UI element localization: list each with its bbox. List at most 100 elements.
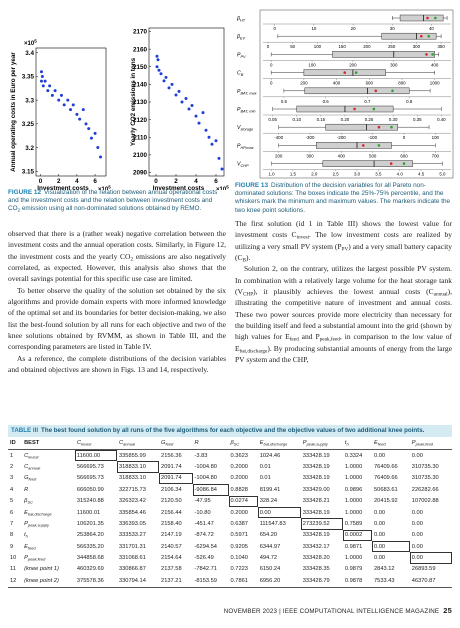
- table-cell: 0.1040: [230, 555, 248, 562]
- subscript: SC: [27, 499, 33, 505]
- table-cell: 333428.19: [302, 509, 330, 516]
- table-cell: 1.0000: [344, 498, 363, 505]
- table-cell: 333428.21: [302, 498, 330, 505]
- table-cell: 10: [10, 555, 17, 562]
- table-cell: 0.00: [411, 532, 423, 539]
- x-tick-label: 0: [270, 81, 273, 86]
- table-cell: 0.9879: [344, 566, 363, 573]
- table-cell: 2158.40: [161, 520, 182, 527]
- x-tick-label: -400: [274, 135, 283, 140]
- table-cell: 0.00: [257, 506, 301, 519]
- table-cell: (knee point 2): [22, 575, 75, 588]
- table-cell: 5: [10, 498, 14, 505]
- text-run: ), it plausibly achieves the lowest annu…: [253, 287, 434, 297]
- text-run: Distribution of the decision variables f…: [235, 182, 451, 214]
- table-cell: 0.3324: [344, 452, 363, 459]
- column-header: βSC: [228, 437, 258, 450]
- column-header: Efeed: [372, 437, 410, 450]
- table-cell: 333428.19: [302, 464, 330, 471]
- table-cell: 326323.42: [118, 498, 146, 505]
- paragraph: observed that there is a (rather weak) n…: [8, 228, 226, 285]
- text-run: V: [237, 125, 241, 131]
- subscript: peak,feed: [27, 556, 46, 562]
- table-cell: 654.20: [259, 532, 278, 539]
- table-row: 10 Ppeak,feed 344858.68 331068.61 2154.64 -52…: [8, 552, 452, 564]
- knee-marker: [402, 162, 406, 165]
- text-run: C: [237, 71, 241, 77]
- knee-marker: [434, 16, 437, 20]
- y-tick-label: 3.35: [22, 74, 35, 81]
- row-label: PHP,max: [237, 143, 255, 150]
- table-cell: 46370.87: [409, 575, 452, 588]
- column-header: R: [192, 437, 229, 450]
- exponent-base: ×10: [98, 187, 109, 190]
- table-cell: 273239.52: [300, 518, 343, 530]
- data-point: [162, 79, 166, 83]
- data-point: [66, 98, 70, 102]
- x-tick-label: 100: [432, 135, 440, 140]
- table-cell: 1.0000: [344, 475, 363, 482]
- table-cell: 333428.79: [300, 575, 343, 588]
- table-cell: 0.8828: [230, 486, 248, 493]
- y-tick-label: 3.4: [25, 50, 34, 57]
- subscript: annual: [433, 291, 448, 298]
- x-tick-label: 4.0: [397, 172, 404, 177]
- x-tick-label: 6: [214, 178, 218, 185]
- table-cell: 0.2000: [230, 464, 248, 471]
- data-point: [48, 84, 52, 88]
- table-cell: 0.7223: [230, 566, 248, 573]
- table-cell: 0.7589: [344, 520, 363, 527]
- table-cell: 12: [8, 575, 23, 588]
- table-cell: -451.47: [194, 520, 214, 527]
- x-tick-label: 300: [390, 62, 398, 67]
- knee-marker: [431, 53, 434, 56]
- x-tick-label: 3.5: [375, 172, 382, 177]
- row-label: CB: [237, 71, 244, 78]
- table-cell: 2091.74: [159, 472, 193, 485]
- data-point: [87, 127, 91, 131]
- table-cell: 344858.68: [76, 555, 104, 562]
- table-cell: -6294.54: [194, 543, 217, 550]
- table-iii: TABLE III The best found solution by all …: [8, 425, 452, 588]
- text-run: V: [237, 162, 241, 168]
- table-cell: 0.3623: [230, 452, 248, 459]
- table-cell: 50683.61: [374, 486, 398, 493]
- x-tick-label: 2.0: [311, 172, 318, 177]
- table-cell: 333428.19: [302, 532, 330, 539]
- knee-marker: [427, 34, 431, 38]
- paragraph: The first solution (id 1 in Table III) s…: [235, 218, 452, 263]
- x-exponent: ×105: [216, 185, 229, 191]
- table-cell: 2156.36: [161, 452, 182, 459]
- knee-marker: [353, 107, 356, 111]
- x-tick-label: 150: [338, 44, 346, 49]
- figure-label: FIGURE 12: [8, 189, 42, 196]
- knee-marker: [425, 53, 428, 56]
- subscript: B: [242, 257, 247, 264]
- subscript: B: [241, 73, 244, 77]
- table-row: 11 (knee point 1) 460329.69 330866.87 2137.5…: [8, 564, 452, 575]
- subscript: PV: [341, 246, 349, 253]
- subscript: invest: [81, 441, 92, 447]
- y-tick-label: 2160: [133, 46, 148, 53]
- text-run: P: [237, 143, 241, 149]
- x-axis-label: Investment costs: [37, 185, 89, 190]
- text-run: ). By producing substantial amounts of e…: [235, 343, 452, 365]
- subscript: peak,feed: [319, 336, 340, 343]
- text-run: Visualization of the relation between an…: [8, 189, 218, 213]
- x-tick-label: 20: [351, 26, 356, 31]
- text-run: β: [236, 34, 240, 40]
- data-point: [46, 89, 50, 93]
- y-tick-label: 2100: [133, 152, 148, 159]
- table-cell: -1004.80: [194, 475, 217, 482]
- table-cell: R: [22, 484, 75, 495]
- table-cell: 6344.97: [259, 543, 281, 550]
- text-run: (knee point 2): [24, 577, 59, 584]
- data-point: [75, 112, 79, 116]
- table-cell: 0.2000: [230, 475, 248, 482]
- knee-marker: [354, 71, 358, 74]
- table-cell: -47.95: [194, 498, 211, 505]
- x-tick-label: 40: [429, 26, 434, 31]
- x-tick-label: 200: [349, 62, 357, 67]
- paragraph: To better observe the quality of the sol…: [8, 285, 226, 353]
